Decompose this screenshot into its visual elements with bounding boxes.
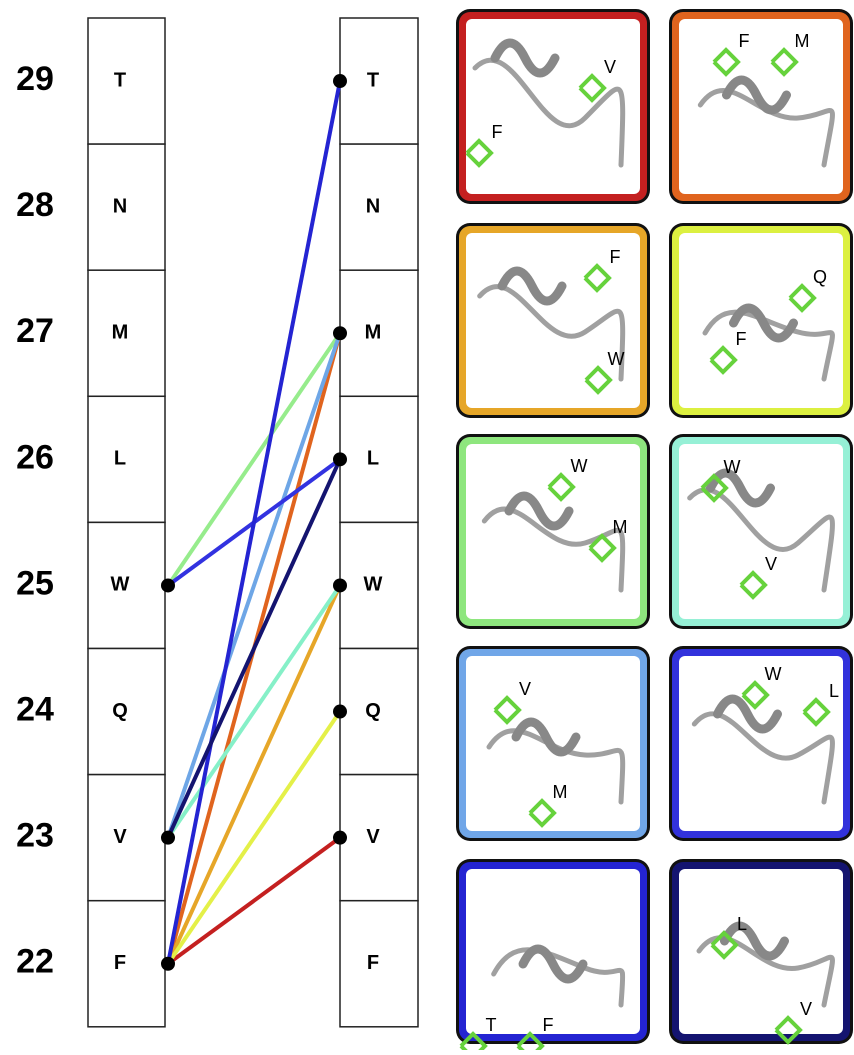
- residue-label: N: [366, 195, 380, 217]
- contact-line: [168, 333, 340, 585]
- residue-label: T: [367, 69, 379, 91]
- position-number: 27: [16, 312, 54, 350]
- structure-panel: QF: [669, 223, 853, 418]
- residue-label: L: [114, 448, 126, 470]
- residue-tag: F: [610, 247, 621, 267]
- residue-label: V: [366, 826, 380, 848]
- structure-panel: VF: [456, 9, 650, 204]
- residue-tag: M: [553, 782, 568, 802]
- position-number: 25: [16, 564, 54, 602]
- residue-tag: V: [800, 999, 812, 1019]
- position-number: 29: [16, 60, 54, 98]
- position-number: 22: [16, 943, 54, 981]
- residue-label: F: [367, 952, 379, 974]
- structure-panel: VM: [456, 646, 650, 841]
- panel-inner: [466, 19, 640, 194]
- residue-label: V: [113, 826, 127, 848]
- structure-panel: TF: [456, 859, 650, 1050]
- structure-panel: FW: [456, 223, 650, 418]
- structure-panel: WV: [669, 434, 853, 629]
- contact-dot: [161, 831, 175, 845]
- residue-tag: W: [608, 349, 625, 369]
- residue-label: W: [364, 574, 383, 596]
- residue-box: [88, 18, 165, 144]
- position-number: 26: [16, 438, 54, 476]
- contact-dot: [161, 578, 175, 592]
- structure-panel: WM: [456, 434, 650, 629]
- residue-tag: F: [543, 1015, 554, 1035]
- contact-line: [168, 585, 340, 837]
- contact-dot: [161, 957, 175, 971]
- residue-tag: V: [604, 57, 616, 77]
- position-number: 23: [16, 817, 54, 855]
- residue-tag: F: [736, 329, 747, 349]
- contact-line: [168, 333, 340, 837]
- residue-tag: V: [519, 679, 531, 699]
- contact-dot: [333, 831, 347, 845]
- residue-tag: Q: [813, 267, 827, 287]
- residue-tag: W: [765, 664, 782, 684]
- contact-dot: [333, 74, 347, 88]
- residue-tag: L: [829, 681, 839, 701]
- residue-label: T: [114, 69, 126, 91]
- residue-label: W: [111, 574, 130, 596]
- residue-label: M: [365, 322, 382, 344]
- residue-box: [88, 901, 165, 1027]
- contact-dot: [333, 705, 347, 719]
- residue-tag: V: [765, 554, 777, 574]
- residue-tag: W: [571, 456, 588, 476]
- structure-panel: LV: [669, 859, 853, 1044]
- residue-label: M: [112, 322, 129, 344]
- residue-tag: W: [724, 457, 741, 477]
- structure-panel: WL: [669, 646, 853, 841]
- residue-label: F: [114, 952, 126, 974]
- residue-label: Q: [365, 700, 381, 722]
- residue-tag: F: [739, 31, 750, 51]
- position-number: 24: [16, 691, 54, 729]
- position-number: 28: [16, 186, 54, 224]
- contact-dot: [333, 578, 347, 592]
- panel-inner: [679, 444, 843, 619]
- residue-box: [88, 396, 165, 522]
- residue-tag: M: [795, 31, 810, 51]
- contact-line: [168, 81, 340, 964]
- residue-label: Q: [112, 700, 128, 722]
- residue-tag: M: [613, 517, 628, 537]
- residue-label: N: [113, 195, 127, 217]
- contact-dot: [333, 452, 347, 466]
- residue-tag: L: [737, 914, 747, 934]
- panel-inner: [466, 869, 640, 1034]
- residue-tag: F: [492, 122, 503, 142]
- contact-line: [168, 838, 340, 964]
- residue-tag: T: [486, 1015, 497, 1035]
- contact-dot: [333, 326, 347, 340]
- figure: TNMLWQVFTNMLWQVF2928272625242322VFFMFWQF…: [0, 0, 854, 1050]
- residue-label: L: [367, 448, 379, 470]
